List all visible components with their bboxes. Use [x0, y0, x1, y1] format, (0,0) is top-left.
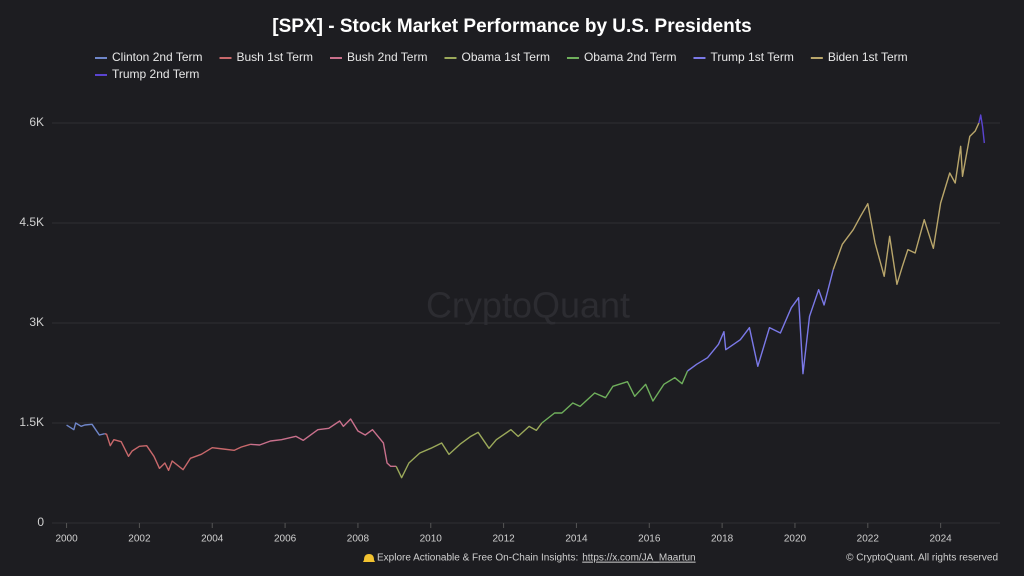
x-tick-label: 2004 — [201, 534, 224, 545]
x-tick-label: 2024 — [930, 534, 953, 545]
legend-label: Obama 1st Term — [461, 50, 549, 64]
x-tick-label: 2006 — [274, 534, 297, 545]
legend-label: Clinton 2nd Term — [112, 50, 203, 64]
legend-item[interactable]: Trump 1st Term — [693, 50, 794, 64]
y-tick-label: 6K — [29, 115, 44, 129]
footer-text: Explore Actionable & Free On-Chain Insig… — [377, 553, 578, 564]
y-tick-label: 3K — [29, 315, 44, 329]
legend-label: Bush 2nd Term — [347, 50, 428, 64]
bell-icon — [363, 554, 375, 562]
x-tick-label: 2010 — [420, 534, 443, 545]
legend-item[interactable]: Bush 1st Term — [219, 50, 313, 64]
legend-item[interactable]: Biden 1st Term — [810, 50, 908, 64]
legend-item[interactable]: Bush 2nd Term — [329, 50, 428, 64]
legend-item[interactable]: Obama 2nd Term — [566, 50, 677, 64]
watermark: CryptoQuant — [426, 285, 630, 326]
series-line — [395, 422, 543, 479]
y-tick-label: 0 — [37, 515, 44, 529]
legend-label: Bush 1st Term — [237, 50, 313, 64]
x-tick-label: 2012 — [492, 534, 515, 545]
x-tick-label: 2022 — [857, 534, 880, 545]
legend-label: Trump 2nd Term — [112, 67, 199, 81]
x-tick-label: 2020 — [784, 534, 807, 545]
series-line — [541, 370, 689, 424]
legend-label: Biden 1st Term — [828, 50, 908, 64]
x-tick-label: 2000 — [55, 534, 78, 545]
legend-label: Trump 1st Term — [710, 50, 793, 64]
legend-label: Obama 2nd Term — [584, 50, 677, 64]
x-tick-label: 2008 — [347, 534, 370, 545]
series-line — [687, 269, 834, 375]
legend-item[interactable]: Trump 2nd Term — [95, 67, 199, 81]
y-tick-label: 4.5K — [19, 215, 44, 229]
series-line — [104, 433, 251, 472]
x-tick-label: 2014 — [565, 534, 588, 545]
series-line — [832, 122, 980, 286]
chart-title: [SPX] - Stock Market Performance by U.S.… — [272, 16, 751, 37]
series-line — [250, 418, 397, 468]
x-tick-label: 2018 — [711, 534, 734, 545]
footer: Explore Actionable & Free On-Chain Insig… — [363, 553, 998, 564]
series-line — [66, 422, 105, 436]
copyright: © CryptoQuant. All rights reserved — [846, 553, 998, 564]
x-tick-label: 2016 — [638, 534, 661, 545]
legend-item[interactable]: Clinton 2nd Term — [95, 50, 203, 64]
series-line — [978, 114, 986, 144]
y-tick-label: 1.5K — [19, 415, 44, 429]
footer-link[interactable]: https://x.com/JA_Maartun — [582, 553, 695, 564]
x-tick-label: 2002 — [128, 534, 151, 545]
legend-item[interactable]: Obama 1st Term — [444, 50, 550, 64]
